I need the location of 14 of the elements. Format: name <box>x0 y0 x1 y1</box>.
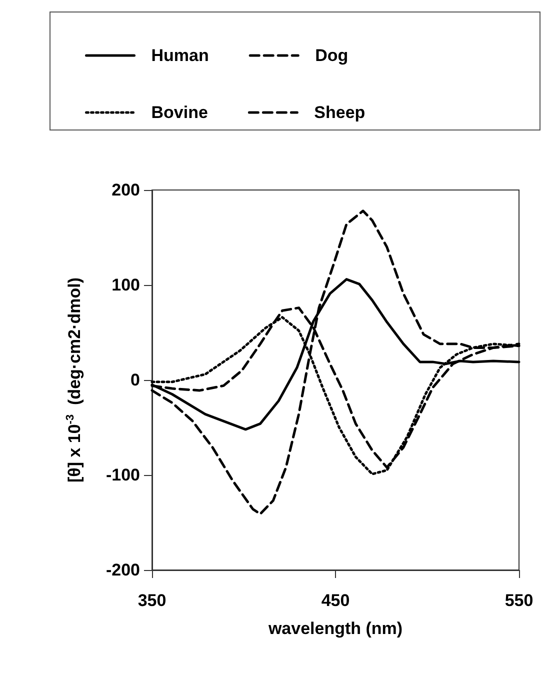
legend-label: Dog <box>315 46 348 65</box>
y-axis-title: [θ] x 10-3 (deg·cm2·dmol) <box>64 277 84 483</box>
legend-label: Human <box>151 46 209 65</box>
legend-label: Sheep <box>314 103 366 122</box>
x-tick-label: 550 <box>504 591 534 610</box>
y-tick-label: 100 <box>112 276 140 294</box>
y-tick-label: 200 <box>112 180 140 200</box>
x-tick-label: 450 <box>321 591 350 610</box>
y-tick-label: -200 <box>106 560 140 580</box>
legend-label: Bovine <box>151 103 208 122</box>
x-tick-label: 350 <box>138 591 166 610</box>
y-tick-label: -100 <box>106 466 140 484</box>
x-axis-title: wavelength (nm) <box>267 619 403 638</box>
y-tick-label: 0 <box>130 370 140 390</box>
